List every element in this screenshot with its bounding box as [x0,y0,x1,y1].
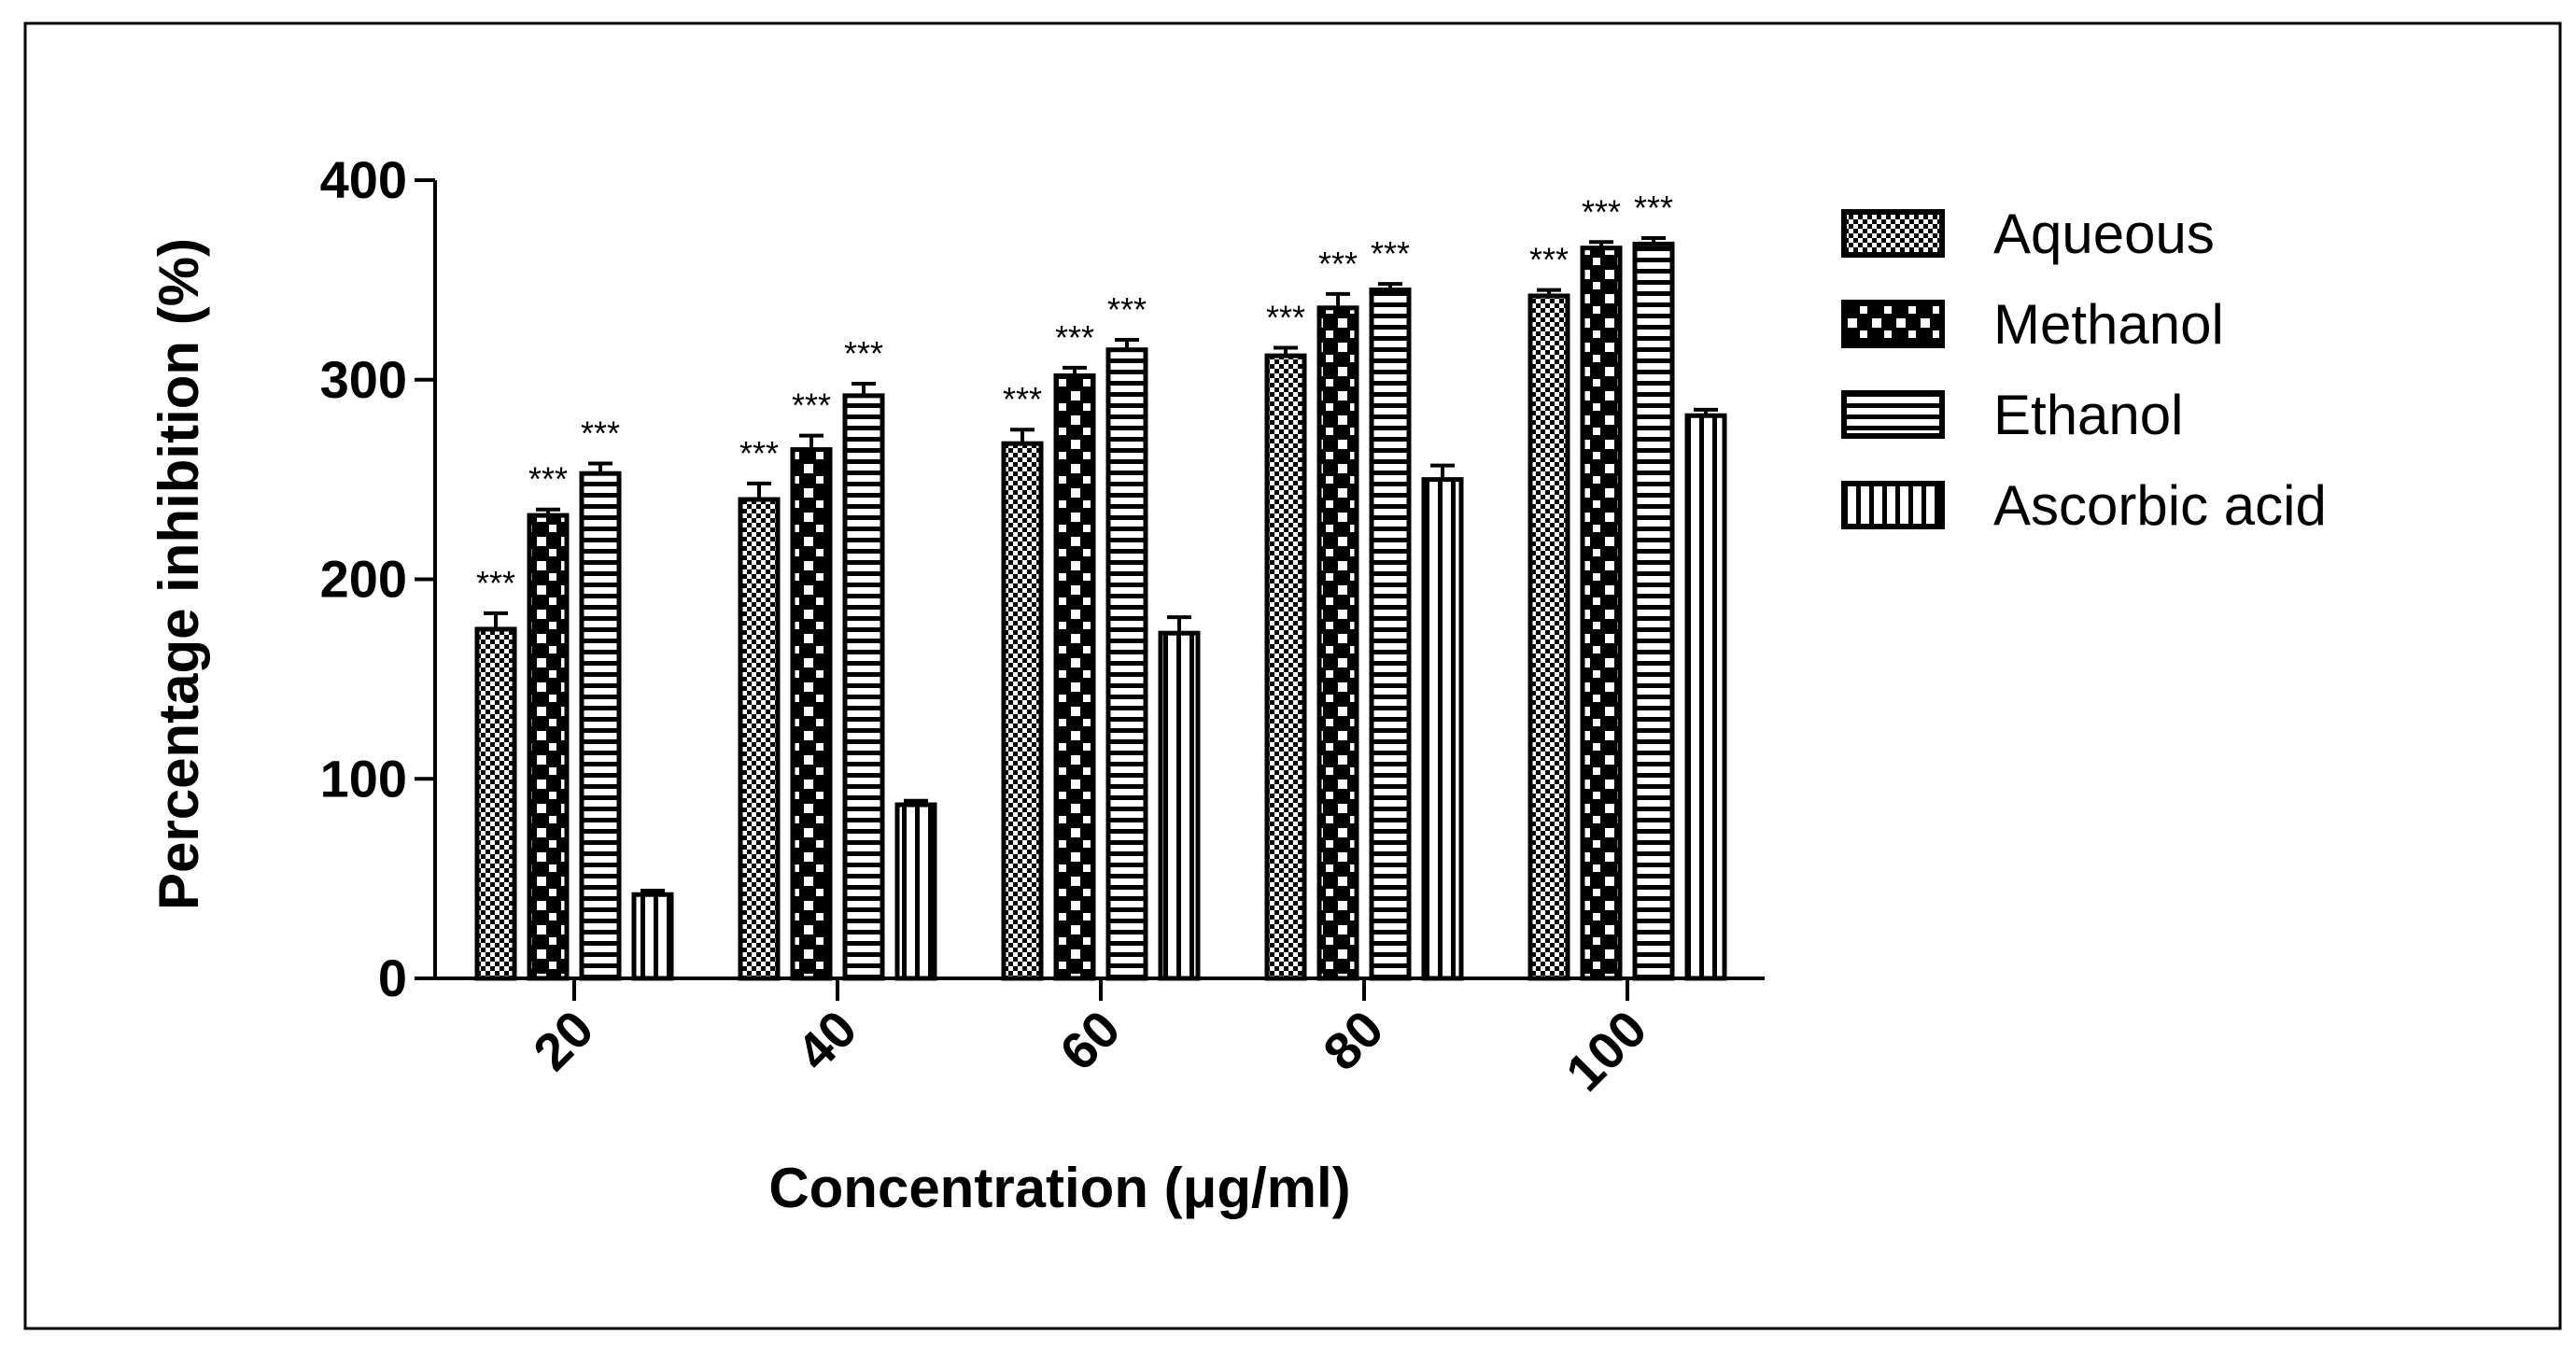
bar-methanol [790,447,833,981]
bars: *** *** *** *** *** *** *** *** *** *** *** *** *** *… [474,189,1727,981]
y-tick-label: 100 [320,749,407,808]
bar-ascorbic-acid [894,802,937,981]
significance-label: *** [1107,290,1147,329]
legend-swatch [1841,481,1945,529]
legend-swatch [1841,390,1945,439]
bar-ethanol [842,393,885,981]
significance-label: *** [1371,234,1410,273]
significance-label: *** [1582,192,1621,231]
legend-label: Ascorbic acid [1993,474,2327,537]
bar-methanol [1316,305,1359,981]
significance-label: *** [1529,241,1569,279]
bar-aqueous [1001,441,1044,981]
y-axis-label: Percentage inhibition (%) [148,238,210,910]
bar-ascorbic-acid [1158,630,1201,981]
significance-label: *** [844,334,883,372]
legend-swatch [1841,300,1945,348]
bar-methanol [527,513,570,981]
y-tick-label: 200 [320,550,407,609]
legend: Aqueous Methanol Ethanol Ascorbic acid [1841,203,2327,537]
significance-label: *** [739,434,779,472]
bar-aqueous [1527,293,1570,981]
significance-label: *** [528,460,568,499]
bar-methanol [1580,246,1623,981]
bar-ethanol [579,471,622,981]
significance-label: *** [1634,189,1673,227]
significance-label: *** [476,564,515,602]
bar-aqueous [474,626,517,981]
y-tick-label: 300 [320,350,407,409]
bar-ethanol [1632,241,1675,981]
x-axis-label: Concentration (μg/ml) [768,1157,1350,1219]
bar-ethanol [1105,347,1148,981]
significance-label: *** [1055,318,1094,357]
legend-swatch [1841,209,1945,258]
significance-label: *** [792,386,831,425]
significance-label: *** [1266,299,1305,337]
legend-label: Aqueous [1993,203,2215,265]
bar-ascorbic-acid [631,892,674,981]
legend-label: Methanol [1993,293,2224,356]
y-tick-label: 0 [378,948,407,1007]
bar-methanol [1053,372,1096,981]
bar-ethanol [1369,288,1412,981]
y-tick-label: 400 [320,150,407,209]
bar-ascorbic-acid [1421,477,1464,981]
significance-label: *** [1318,245,1358,283]
significance-label: *** [1003,380,1042,418]
legend-label: Ethanol [1993,384,2184,446]
bar-aqueous [1264,353,1307,981]
bar-aqueous [738,497,781,981]
significance-label: *** [581,415,620,453]
bar-ascorbic-acid [1684,413,1727,981]
